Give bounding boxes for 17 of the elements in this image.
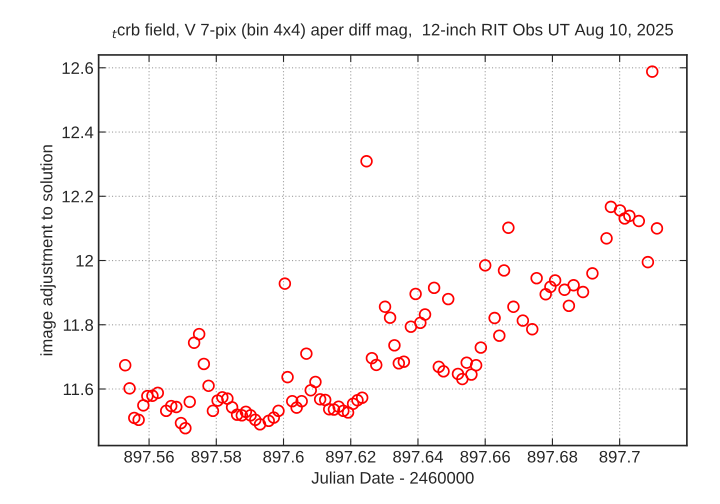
x-tick-label: 897.7 [600,450,640,463]
x-tick-label: 897.68 [528,450,578,463]
x-tick-label: 897.56 [124,450,174,463]
y-tick-label: 11.8 [64,319,94,331]
x-tick-label: 897.62 [326,450,376,463]
y-axis-title: image adjustment to solution [40,145,56,356]
chart-title: $_{t}$crb field, V 7-pix (bin 4x4) aper diff mag, 12-inch RIT Obs UT Aug 10, 2025 [112,23,673,39]
y-tick-label: 12.2 [62,190,93,202]
x-axis-title: Julian Date - 2460000 [311,471,474,484]
y-tick-label: 12.6 [62,62,94,74]
x-tick-label: 897.58 [192,450,242,463]
x-tick-label: 897.66 [460,450,510,463]
y-tick-label: 11.6 [64,383,94,396]
x-tick-label: 897.6 [263,450,304,463]
y-tick-label: 12.4 [62,126,94,138]
x-tick-label: 897.64 [393,450,443,463]
y-tick-label: 12 [76,254,93,267]
